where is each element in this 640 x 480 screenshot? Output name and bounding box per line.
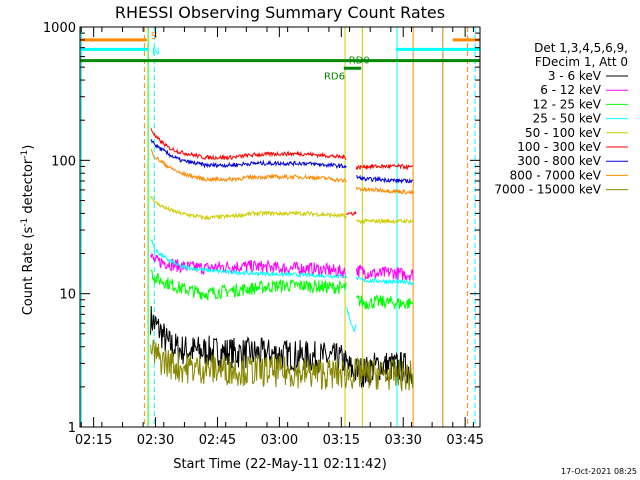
- series-line-6: [150, 139, 347, 170]
- series-line-0: [150, 305, 414, 388]
- series-line-4: [150, 195, 347, 222]
- annotation-layer: SN RD0 RD6: [80, 31, 480, 82]
- y-axis-label-sup2: -1: [20, 150, 30, 159]
- legend-label-6: 300 - 800 keV: [517, 154, 601, 168]
- series-line-4: [356, 217, 414, 225]
- legend-header-line-2: FDecim 1, Att 0: [535, 55, 628, 69]
- x-tick-label: 02:45: [199, 433, 236, 448]
- legend-label-5: 100 - 300 keV: [517, 140, 601, 154]
- legend: Det 1,3,4,5,6,9, FDecim 1, Att 0 3 - 6 k…: [494, 41, 628, 197]
- chart-title: RHESSI Observing Summary Count Rates: [115, 3, 445, 22]
- x-tick-label: 02:15: [75, 433, 112, 448]
- legend-header-line-1: Det 1,3,4,5,6,9,: [534, 41, 628, 55]
- y-tick-label: 100: [51, 154, 76, 169]
- series-line-5: [150, 128, 347, 161]
- series-line-5: [345, 210, 357, 216]
- x-tick-label: 03:30: [384, 433, 421, 448]
- y-tick-label: 1000: [43, 21, 76, 36]
- series-line-8: [150, 339, 414, 392]
- series-line-1: [150, 252, 347, 279]
- legend-label-4: 50 - 100 keV: [525, 126, 602, 140]
- y-axis-label-suffix: ): [21, 145, 36, 150]
- series-line-3: [355, 276, 414, 287]
- series-line-2: [356, 294, 414, 311]
- series-line-2: [150, 269, 347, 302]
- series-line-3: [345, 306, 357, 333]
- series-line-6: [356, 174, 414, 185]
- legend-label-1: 6 - 12 keV: [540, 83, 602, 97]
- series-layer: [150, 128, 414, 392]
- series-line-1: [355, 263, 414, 281]
- legend-label-0: 3 - 6 keV: [548, 69, 602, 83]
- legend-label-3: 25 - 50 keV: [533, 112, 602, 126]
- series-line-3: [150, 239, 347, 279]
- x-tick-label: 03:00: [261, 433, 298, 448]
- x-tick-label: 03:45: [446, 433, 483, 448]
- legend-label-2: 12 - 25 keV: [533, 97, 602, 111]
- footer-date: 17-Oct-2021 08:25: [561, 467, 637, 476]
- y-axis-label-mid: detector: [21, 158, 36, 218]
- x-tick-label: 03:15: [323, 433, 360, 448]
- axes: 1 10 100 1000 02:15 02:30 02:45 03:00 03:15 03:30…: [43, 21, 484, 448]
- legend-label-8: 7000 - 15000 keV: [494, 183, 601, 197]
- mode-label: RD0: [349, 56, 370, 67]
- x-axis-label: Start Time (22-May-11 02:11:42): [173, 457, 387, 472]
- attenuator-label: S: [151, 31, 157, 42]
- y-axis-label: Count Rate (s-1 detector-1): [20, 145, 36, 316]
- series-line-7: [150, 148, 347, 184]
- x-tick-label: 02:30: [137, 433, 174, 448]
- y-tick-label: 10: [59, 288, 76, 303]
- plot-frame: [79, 26, 481, 428]
- legend-label-7: 800 - 7000 keV: [510, 168, 602, 182]
- y-tick-label: 1: [68, 421, 76, 436]
- series-line-7: [355, 186, 414, 195]
- mode-label: RD6: [324, 71, 345, 82]
- y-axis-label-sup: -1: [20, 218, 30, 227]
- series-line-5: [355, 163, 414, 171]
- y-axis-label-prefix: Count Rate (s: [21, 227, 36, 316]
- attenuator-label: N: [152, 46, 159, 57]
